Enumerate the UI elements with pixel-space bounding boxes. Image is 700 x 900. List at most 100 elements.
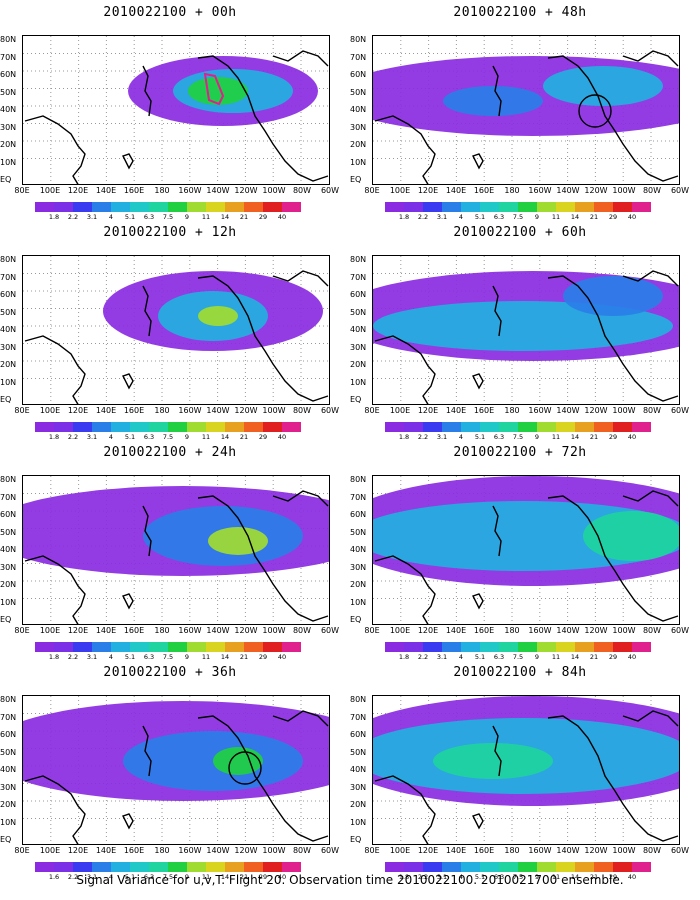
map-area xyxy=(372,35,680,185)
colorbar-tick-label: 7.5 xyxy=(512,873,524,881)
lat-label: 70N xyxy=(0,712,17,722)
colorbar-swatch xyxy=(499,202,518,212)
lon-label: 60W xyxy=(670,186,690,195)
colorbar xyxy=(385,202,651,212)
lat-label: 30N xyxy=(0,122,17,132)
map-area xyxy=(22,35,330,185)
colorbar-swatch xyxy=(187,202,206,212)
colorbar-tick-label: 2.2 xyxy=(67,873,79,881)
lon-label: 160W xyxy=(528,186,552,195)
colorbar-tick-label: 14 xyxy=(570,213,580,221)
colorbar-tick-label: 21 xyxy=(589,213,599,221)
colorbar xyxy=(35,862,301,872)
map-svg xyxy=(23,36,329,184)
lat-label: 20N xyxy=(350,360,367,369)
colorbar-tick-label: 1.6 xyxy=(48,873,60,881)
colorbar-tick-label: 1.8 xyxy=(48,213,60,221)
lat-label: 70N xyxy=(350,712,367,722)
lat-label: 80N xyxy=(0,695,17,704)
colorbar-tick-label: 4 xyxy=(458,653,464,661)
colorbar-tick-label: 21 xyxy=(589,873,599,881)
lon-label: 60W xyxy=(320,406,340,415)
colorbar-swatch xyxy=(111,862,130,872)
colorbar-swatch xyxy=(149,202,168,212)
colorbar-tick-label: 11 xyxy=(551,433,561,441)
colorbar-swatch xyxy=(404,202,423,212)
colorbar-tick-label: 29 xyxy=(258,653,268,661)
lon-label: 180 xyxy=(154,406,170,415)
variance-contour xyxy=(563,276,663,316)
lon-label: 100E xyxy=(389,626,411,635)
lon-label: 60W xyxy=(320,626,340,635)
colorbar-tick-label: 6.3 xyxy=(493,213,505,221)
colorbar-swatch xyxy=(423,642,442,652)
variance-contour xyxy=(188,77,248,105)
lat-label: EQ xyxy=(350,175,362,184)
lon-label: 120W xyxy=(234,186,258,195)
map-svg xyxy=(23,476,329,624)
lon-label: 140W xyxy=(206,186,230,195)
colorbar-swatch xyxy=(149,862,168,872)
lat-label: 50N xyxy=(350,527,367,537)
lon-label: 60W xyxy=(670,406,690,415)
variance-contour xyxy=(208,527,268,555)
lat-label: 60N xyxy=(0,510,17,519)
colorbar-swatch xyxy=(92,202,111,212)
colorbar xyxy=(35,202,301,212)
lon-label: 60W xyxy=(670,626,690,635)
variance-contour xyxy=(443,86,543,116)
map-panel: 2010022100 + 00h 80N 70N 60N 50N 40N 30N 20N 10N… xyxy=(0,5,340,221)
map-area xyxy=(22,475,330,625)
map-area xyxy=(372,475,680,625)
lon-label: 180 xyxy=(504,406,520,415)
colorbar-tick-label: 7.5 xyxy=(512,653,524,661)
colorbar-swatch xyxy=(168,862,187,872)
colorbar-tick-label: 5.1 xyxy=(474,433,486,441)
colorbar-swatch xyxy=(423,422,442,432)
lon-label: 120E xyxy=(417,186,439,195)
colorbar-swatch xyxy=(206,422,225,432)
colorbar-swatch xyxy=(632,422,651,432)
lon-label: 160E xyxy=(123,846,145,855)
lon-label: 140E xyxy=(445,186,467,195)
colorbar-tick-label: 21 xyxy=(589,653,599,661)
colorbar-swatch xyxy=(499,422,518,432)
lon-label: 140W xyxy=(206,406,230,415)
lat-label: 60N xyxy=(0,290,17,299)
colorbar-swatch xyxy=(282,422,301,432)
colorbar-tick-label: 9 xyxy=(184,873,190,881)
colorbar-swatch xyxy=(518,862,537,872)
colorbar-swatch xyxy=(556,422,575,432)
colorbar-tick-label: 7.5 xyxy=(162,213,174,221)
colorbar-tick-label: 14 xyxy=(570,653,580,661)
colorbar-tick-label: 9 xyxy=(534,433,540,441)
colorbar-tick-label: 6.3 xyxy=(143,433,155,441)
colorbar-tick-label: 5.1 xyxy=(474,653,486,661)
colorbar-swatch xyxy=(244,642,263,652)
colorbar-tick-label: 7.5 xyxy=(512,433,524,441)
lat-label: 80N xyxy=(0,255,17,264)
colorbar-swatch xyxy=(73,422,92,432)
colorbar-swatch xyxy=(35,862,54,872)
panel-title: 2010022100 + 84h xyxy=(453,665,587,680)
coastline xyxy=(24,270,329,404)
map-area xyxy=(22,255,330,405)
colorbar-tick-label: 3.1 xyxy=(436,213,448,221)
lon-label: 160W xyxy=(528,846,552,855)
map-area xyxy=(372,255,680,405)
colorbar-tick-label: 14 xyxy=(570,873,580,881)
colorbar-tick-label: 29 xyxy=(608,213,618,221)
lon-label: 120W xyxy=(584,406,608,415)
colorbar-tick-label: 5.1 xyxy=(474,213,486,221)
colorbar-tick-label: 3.1 xyxy=(86,873,98,881)
lon-label: 60W xyxy=(320,846,340,855)
colorbar-tick-label: 6.3 xyxy=(143,213,155,221)
coastline xyxy=(24,50,329,184)
lon-label: 160W xyxy=(178,846,202,855)
map-panel: 2010022100 + 84h 80N 70N 60N 50N 40N 30N 20N 10N… xyxy=(350,665,690,881)
lat-label: 30N xyxy=(0,342,17,352)
lon-label: 180 xyxy=(154,846,170,855)
colorbar-swatch xyxy=(187,422,206,432)
colorbar-swatch xyxy=(206,202,225,212)
lat-label: 50N xyxy=(350,87,367,97)
